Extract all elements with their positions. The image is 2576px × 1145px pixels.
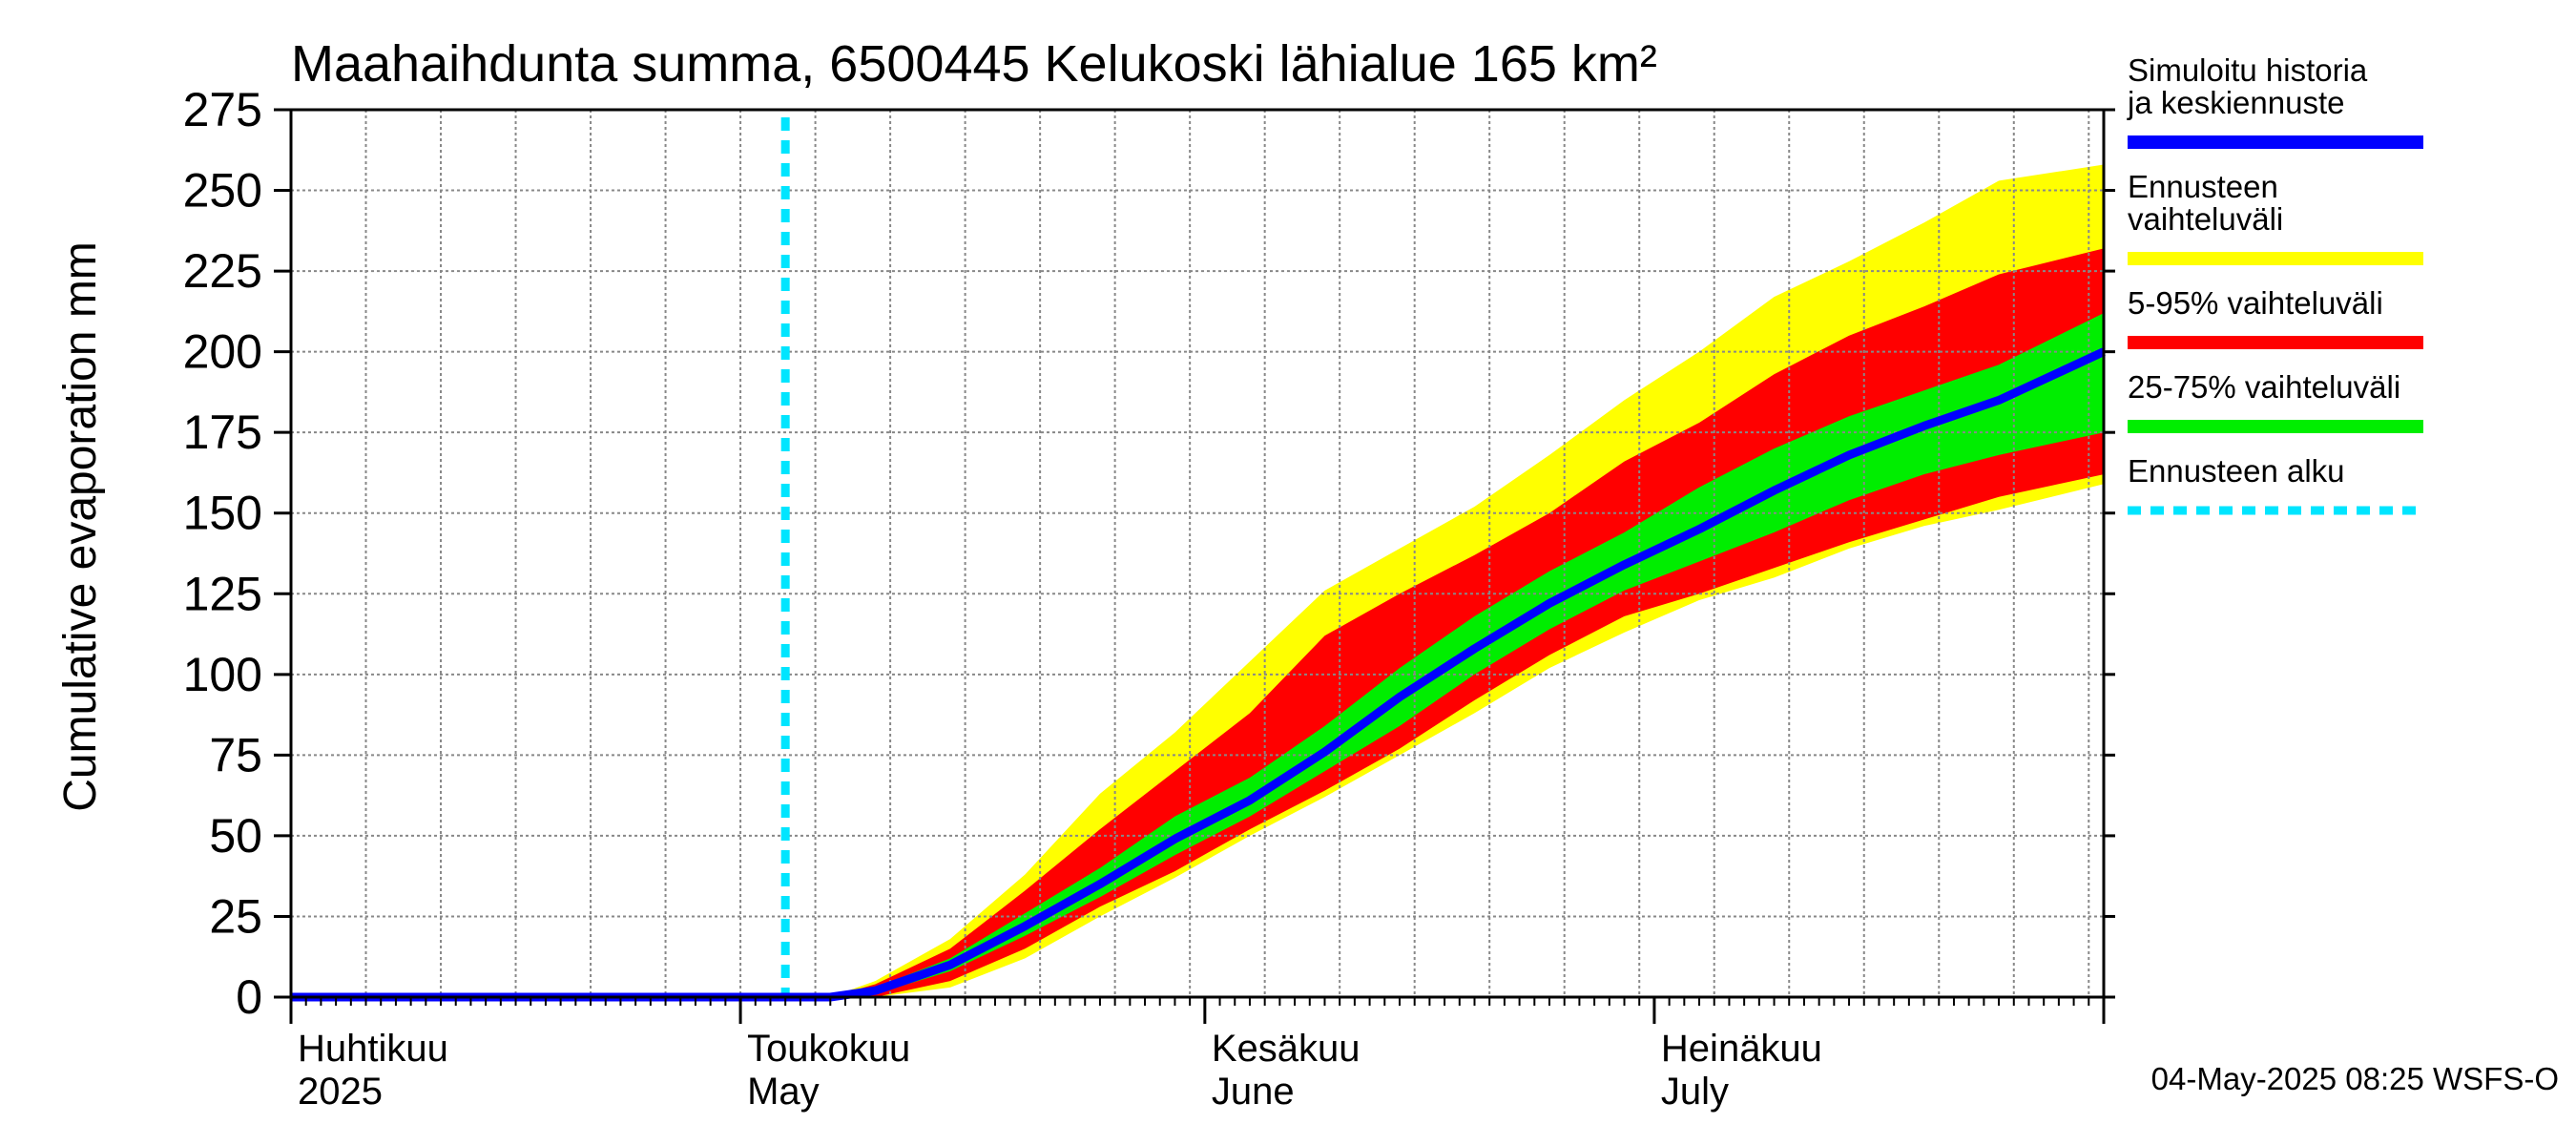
month-label-fi: Toukokuu [747, 1028, 910, 1070]
legend-label: 5-95% vaihteluväli [2128, 285, 2383, 321]
plot-frame [289, 108, 2106, 999]
legend-label: Simuloitu historia [2128, 52, 2368, 88]
y-tick-label: 275 [183, 83, 262, 136]
month-label-en: 2025 [298, 1071, 383, 1113]
chart-title: Maahaihdunta summa, 6500445 Kelukoski lä… [291, 35, 1657, 93]
legend-label: vaihteluväli [2128, 201, 2283, 237]
y-tick-label: 225 [183, 244, 262, 298]
y-tick-label: 0 [236, 970, 262, 1024]
legend-label: Ennusteen [2128, 169, 2278, 204]
y-tick-label: 250 [183, 164, 262, 218]
y-tick-label: 100 [183, 648, 262, 701]
legend-label: Ennusteen alku [2128, 453, 2345, 489]
axes [274, 108, 2115, 1024]
y-tick-label: 25 [209, 889, 262, 943]
month-label-en: May [747, 1071, 820, 1113]
y-tick-label: 200 [183, 325, 262, 379]
month-label-fi: Kesäkuu [1212, 1028, 1361, 1070]
month-label-en: July [1661, 1071, 1729, 1113]
series-line-mean [291, 347, 2106, 1002]
legend-label: 25-75% vaihteluväli [2128, 369, 2400, 405]
forecast-bands [291, 164, 2104, 998]
y-tick-label: 125 [183, 567, 262, 620]
band-1 [291, 164, 2104, 997]
month-label-fi: Huhtikuu [298, 1028, 448, 1070]
mean-line [291, 347, 2106, 1002]
legend-label: ja keskiennuste [2127, 85, 2344, 120]
y-tick-label: 150 [183, 487, 262, 540]
y-tick-label: 75 [209, 728, 262, 781]
grid-lines [291, 109, 2104, 998]
band-2 [291, 248, 2104, 997]
timestamp: 04-May-2025 08:25 WSFS-O [2151, 1061, 2559, 1096]
y-tick-labels: 0 25 50 75 100 125 150 175 200 225 250 275 [183, 83, 262, 1024]
y-tick-label: 50 [209, 809, 262, 863]
month-label-en: June [1212, 1071, 1295, 1113]
month-label-fi: Heinäkuu [1661, 1028, 1822, 1070]
y-tick-label: 175 [183, 406, 262, 459]
y-axis-label: Cumulative evaporation mm [55, 241, 106, 812]
